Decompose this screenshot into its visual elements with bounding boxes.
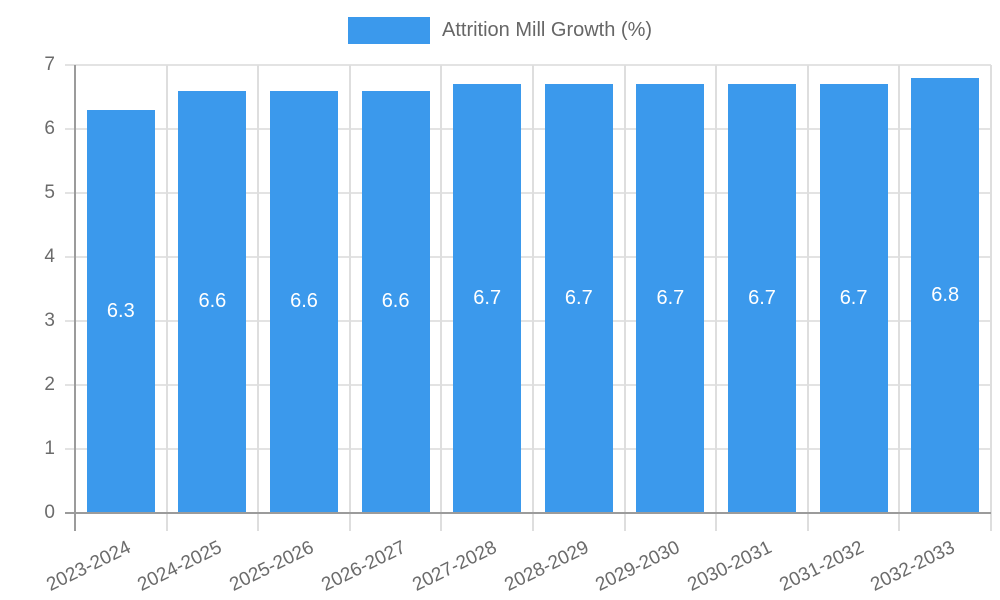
bar-2030-2031[interactable]: 6.7	[728, 84, 796, 513]
bar-2032-2033[interactable]: 6.8	[911, 77, 980, 513]
x-tick-label: 2030-2031	[684, 537, 776, 596]
x-gridline	[623, 65, 626, 531]
x-tick-label: 2025-2026	[226, 537, 318, 596]
bar-2029-2030[interactable]: 6.7	[636, 84, 705, 513]
y-tick-label: 5	[44, 182, 55, 203]
x-tick-label: 2029-2030	[592, 537, 684, 596]
bar-value-label: 6.7	[564, 287, 593, 310]
y-tick-label: 6	[44, 118, 55, 139]
x-tick-label: 2023-2024	[43, 537, 135, 596]
y-tick-label: 7	[44, 54, 55, 75]
bar-value-label: 6.6	[198, 290, 227, 313]
y-tick-label: 2	[44, 374, 55, 395]
bar-value-label: 6.7	[748, 287, 776, 310]
legend-swatch-icon	[347, 17, 430, 44]
bar-value-label: 6.7	[839, 287, 868, 310]
x-tick-label: 2032-2033	[867, 537, 959, 596]
x-tick-label: 2024-2025	[134, 537, 226, 596]
x-axis-line	[65, 512, 991, 514]
plot-area: 6.3 6.6 6.6 6.6 6.7 6.7 6.7 6.7 6.7 6.8	[65, 64, 992, 531]
y-gridline	[65, 64, 991, 66]
y-gridline	[65, 320, 991, 322]
x-gridline	[257, 65, 260, 531]
y-gridline	[65, 128, 991, 130]
x-tick-label: 2031-2032	[775, 537, 867, 596]
legend-label: Attrition Mill Growth (%)	[441, 19, 653, 41]
x-gridline	[440, 65, 443, 531]
bar-2023-2024[interactable]: 6.3	[86, 109, 155, 513]
y-gridline	[65, 192, 991, 194]
y-axis-line	[74, 65, 76, 531]
x-gridline	[348, 65, 351, 531]
bar-2026-2027[interactable]: 6.6	[361, 90, 430, 513]
x-gridline	[898, 65, 901, 531]
chart-legend[interactable]: Attrition Mill Growth (%)	[0, 17, 1000, 44]
y-tick-label: 3	[44, 310, 55, 331]
x-gridline	[165, 65, 168, 531]
x-gridline	[806, 65, 809, 531]
bar-value-label: 6.3	[106, 299, 135, 322]
y-gridline	[65, 256, 991, 258]
bar-2025-2026[interactable]: 6.6	[270, 90, 338, 513]
x-gridline	[990, 65, 992, 531]
bar-value-label: 6.6	[381, 290, 410, 313]
x-tick-label: 2028-2029	[501, 537, 593, 596]
x-gridline	[532, 65, 534, 531]
bar-2027-2028[interactable]: 6.7	[453, 84, 522, 513]
x-tick-label: 2026-2027	[317, 537, 409, 596]
x-gridline	[715, 65, 718, 531]
y-gridline	[65, 448, 991, 450]
bar-2028-2029[interactable]: 6.7	[544, 84, 613, 513]
y-gridline	[65, 384, 991, 386]
y-tick-label: 1	[44, 438, 55, 459]
x-tick-label: 2027-2028	[409, 537, 501, 596]
bar-2024-2025[interactable]: 6.6	[178, 90, 247, 513]
y-tick-label: 0	[44, 502, 55, 523]
bar-value-label: 6.6	[290, 290, 318, 313]
bar-value-label: 6.8	[931, 283, 960, 306]
bar-2031-2032[interactable]: 6.7	[819, 84, 888, 513]
bar-value-label: 6.7	[656, 287, 685, 310]
y-tick-label: 4	[44, 246, 55, 267]
bar-value-label: 6.7	[473, 287, 502, 310]
